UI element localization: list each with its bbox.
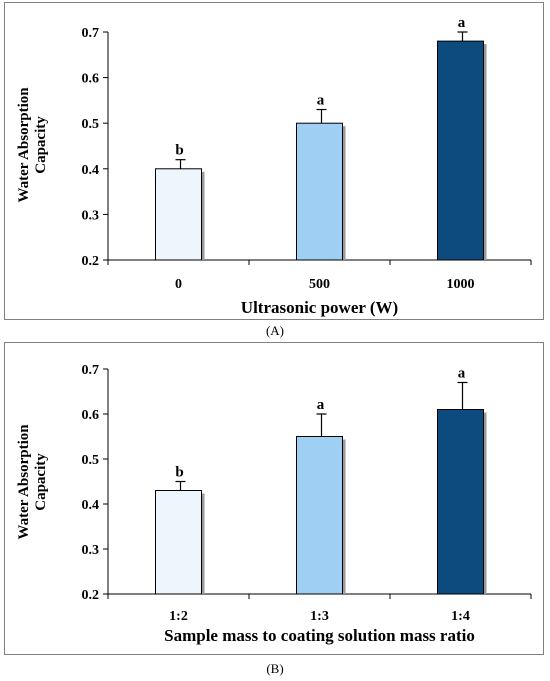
panel-a-bar-0 <box>155 168 202 261</box>
panel-a-frame <box>4 2 544 320</box>
panel-a-significance-label: a <box>317 93 325 109</box>
panel-a-x-tick-label: 0 <box>175 277 182 292</box>
panel-a-bar-1 <box>296 122 343 261</box>
panel-b-x-tick-label: 1:3 <box>310 609 329 624</box>
panel-b-bar-0 <box>155 490 202 595</box>
panel-a-y-tick-label: 0.4 <box>82 163 100 178</box>
panel-b-y-axis-title: Capacity <box>33 453 49 511</box>
panel-b-x-tick-label: 1:2 <box>169 609 188 624</box>
panel-b-label: (B) <box>266 661 284 676</box>
panel-a-x-tick-label: 500 <box>309 277 330 292</box>
panel-b-frame <box>4 342 544 655</box>
panel-a-y-axis-title: Capacity <box>33 116 49 174</box>
panel-b-x-tick-label: 1:4 <box>451 609 470 624</box>
panel-b-bar-2 <box>437 409 484 595</box>
panel-b-significance-label: a <box>317 397 325 413</box>
panel-b-y-tick-label: 0.2 <box>82 588 100 603</box>
panel-b-significance-label: a <box>458 366 466 382</box>
panel-b-y-tick-label: 0.7 <box>82 363 100 378</box>
panel-b-bar-1 <box>296 436 343 595</box>
panel-a-x-tick-label: 1000 <box>447 277 475 292</box>
panel-b-x-axis-title: Sample mass to coating solution mass rat… <box>164 626 475 645</box>
panel-a-significance-label: a <box>458 15 466 31</box>
panel-b-y-tick-label: 0.5 <box>82 453 100 468</box>
panel-a-significance-label: b <box>175 143 183 159</box>
panel-a-y-tick-label: 0.6 <box>82 72 100 87</box>
panel-a-y-tick-label: 0.3 <box>82 208 100 223</box>
panel-a-label: (A) <box>265 323 285 338</box>
panel-b-y-tick-label: 0.4 <box>82 498 100 513</box>
panel-b-significance-label: b <box>175 465 183 481</box>
panel-b-y-axis-title: Water Absorption <box>16 424 32 540</box>
panel-b-y-tick-label: 0.6 <box>82 408 100 423</box>
panel-a-y-tick-label: 0.5 <box>82 117 100 132</box>
panel-a-y-tick-label: 0.7 <box>82 26 100 41</box>
panel-a-y-axis-title: Water Absorption <box>16 87 32 203</box>
panel-a-x-axis-title: Ultrasonic power (W) <box>241 298 398 317</box>
panel-a-bar-2 <box>437 40 484 261</box>
panel-b-y-tick-label: 0.3 <box>82 543 100 558</box>
panel-a-y-tick-label: 0.2 <box>82 254 100 269</box>
